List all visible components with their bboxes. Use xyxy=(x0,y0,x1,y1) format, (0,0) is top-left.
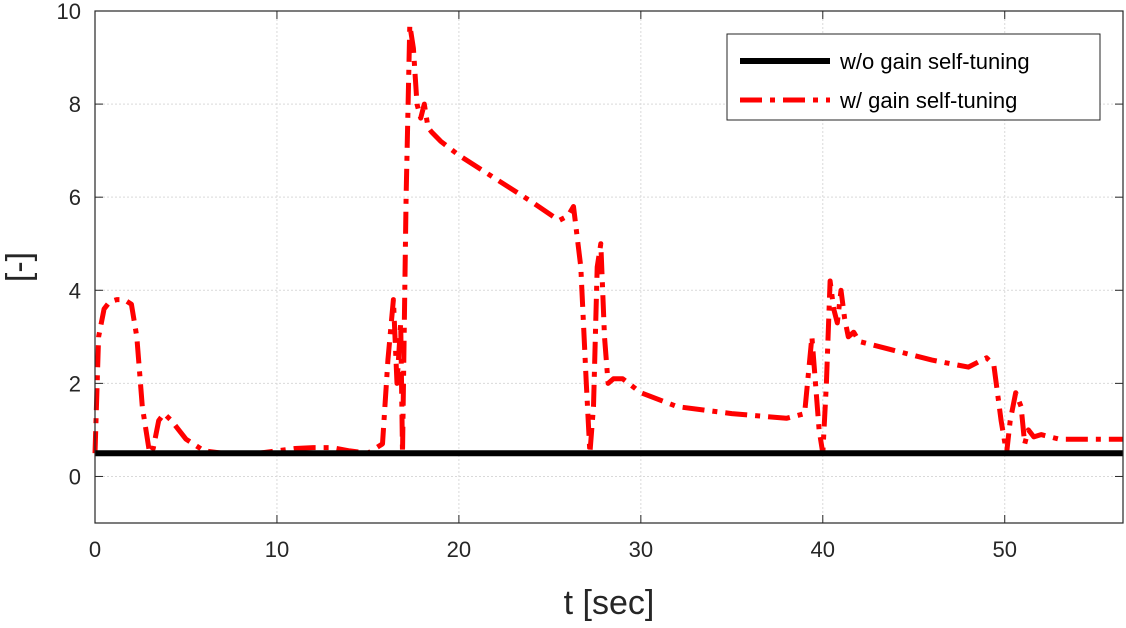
y-tick-label: 6 xyxy=(69,185,81,210)
x-tick-label: 0 xyxy=(89,537,101,562)
y-tick-label: 0 xyxy=(69,464,81,489)
x-tick-label: 20 xyxy=(447,537,471,562)
y-tick-label: 4 xyxy=(69,278,81,303)
legend-box xyxy=(726,33,1101,121)
y-tick-label: 2 xyxy=(69,371,81,396)
plot-frame xyxy=(94,10,1124,524)
x-axis-title: t [sec] xyxy=(564,584,655,622)
x-tick-label: 50 xyxy=(992,537,1016,562)
y-tick-labels: 0 2 4 6 8 10 xyxy=(57,0,81,489)
legend-label-without-tuning: w/o gain self-tuning xyxy=(839,49,1030,74)
tick-marks xyxy=(94,10,1123,523)
series-line-with-tuning xyxy=(92,22,1123,456)
y-tick-label: 10 xyxy=(57,0,81,24)
x-tick-labels: 0 10 20 30 40 50 xyxy=(89,537,1017,562)
series-layer xyxy=(92,22,1123,457)
x-tick-label: 10 xyxy=(265,537,289,562)
legend: w/o gain self-tuning w/ gain self-tuning xyxy=(726,33,1101,121)
y-axis-title: [-] xyxy=(0,252,38,282)
x-tick-label: 40 xyxy=(811,537,835,562)
x-tick-label: 30 xyxy=(629,537,653,562)
legend-label-with-tuning: w/ gain self-tuning xyxy=(839,88,1017,113)
y-tick-label: 8 xyxy=(69,92,81,117)
